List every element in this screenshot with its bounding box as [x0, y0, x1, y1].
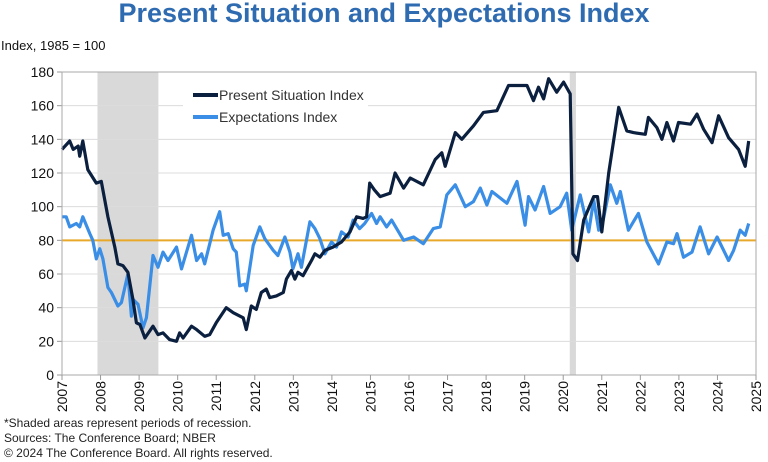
- x-tick-label: 2008: [93, 381, 109, 412]
- x-tick-label: 2017: [440, 381, 456, 412]
- y-tick-label: 140: [31, 131, 55, 147]
- x-tick-label: 2009: [131, 381, 147, 412]
- y-tick-label: 120: [31, 165, 55, 181]
- y-tick-label: 0: [46, 367, 54, 383]
- recession-note: *Shaded areas represent periods of reces…: [4, 416, 252, 430]
- x-tick-label: 2011: [208, 381, 224, 411]
- y-tick-label: 160: [31, 98, 55, 114]
- y-tick-label: 60: [38, 266, 54, 282]
- x-tick-label: 2020: [555, 381, 571, 412]
- legend-background: [183, 84, 368, 132]
- legend: Present Situation Index Expectations Ind…: [183, 84, 368, 132]
- x-tick-label: 2025: [748, 381, 764, 412]
- x-tick-label: 2014: [324, 381, 340, 412]
- x-tick-label: 2018: [478, 381, 494, 412]
- x-tick-label: 2023: [671, 381, 687, 412]
- plot-frame: [61, 71, 757, 376]
- x-tick-label: 2010: [170, 381, 186, 412]
- x-tick-label: 2024: [709, 381, 725, 412]
- legend-label-present-situation: Present Situation Index: [219, 87, 364, 103]
- x-tick-label: 2016: [401, 381, 417, 412]
- x-tick-label: 2019: [517, 381, 533, 412]
- present-situation-line: [60, 77, 751, 343]
- x-tick-label: 2012: [247, 381, 263, 412]
- y-tick-label: 180: [31, 64, 55, 80]
- copyright-note: © 2024 The Conference Board. All rights …: [4, 446, 273, 460]
- legend-label-expectations: Expectations Index: [219, 109, 337, 125]
- y-tick-label: 40: [38, 300, 54, 316]
- x-tick-label: 2022: [632, 381, 648, 412]
- y-tick-label: 20: [38, 333, 54, 349]
- y-axis-label: Index, 1985 = 100: [1, 38, 106, 53]
- expectations-line: [62, 179, 751, 330]
- recession-band: [97, 72, 159, 375]
- chart-title: Present Situation and Expectations Index: [118, 0, 650, 28]
- x-tick-label: 2013: [285, 381, 301, 412]
- y-tick-label: 100: [31, 199, 55, 215]
- x-tick-label: 2007: [54, 381, 70, 412]
- y-tick-label: 80: [38, 232, 54, 248]
- x-tick-label: 2021: [594, 381, 610, 412]
- sources-note: Sources: The Conference Board; NBER: [4, 431, 216, 445]
- x-tick-label: 2015: [362, 381, 378, 412]
